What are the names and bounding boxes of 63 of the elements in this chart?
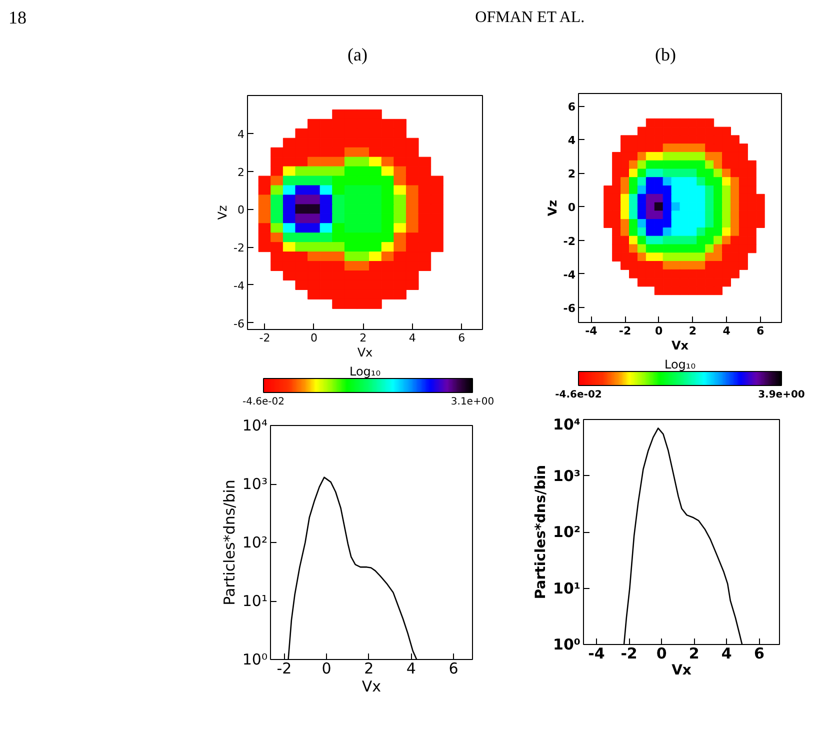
y-tick-label: 10³ (553, 466, 581, 485)
x-tick-label: 2 (688, 324, 697, 338)
y-tick-label: 4 (568, 134, 576, 148)
text: OFMAN ET AL. (475, 9, 585, 26)
y-tick-label: -2 (234, 242, 244, 255)
x-tick-label: -4 (585, 324, 598, 338)
x-tick-label: 6 (754, 644, 764, 662)
y-tick-label: -2 (563, 234, 576, 248)
x-tick-label: 2 (364, 660, 374, 678)
x-tick-label: 0 (322, 660, 332, 678)
color-bar-label: -4.6e-02 (242, 396, 284, 408)
x-axis-title: Vx (362, 678, 382, 696)
y-axis-title: Particles*dns/bin (533, 464, 550, 600)
color-bar-title: Log₁₀ (349, 364, 381, 378)
x-tick-label: 2 (360, 332, 367, 344)
y-tick-label: 0 (238, 204, 244, 217)
x-tick-label: 0 (310, 332, 318, 344)
y-tick-label: 10⁴ (242, 416, 268, 434)
y-tick-label: -6 (234, 317, 244, 330)
x-tick-label: 4 (721, 644, 732, 662)
x-tick-label: 6 (448, 660, 458, 678)
x-axis-title: Vx (672, 662, 692, 678)
color-bar-label: 3.1e+00 (450, 396, 494, 408)
text: 18 (8, 8, 26, 28)
y-axis-title: Vz (216, 205, 230, 220)
y-tick-label: -6 (563, 302, 576, 315)
y-tick-label: 10² (553, 523, 581, 541)
y-tick-label: -4 (234, 279, 244, 292)
x-tick-label: -4 (588, 644, 605, 662)
x-tick-label: 6 (756, 324, 765, 338)
y-tick-label: 4 (238, 128, 244, 141)
x-tick-label: 4 (406, 660, 416, 678)
y-tick-label: 10² (242, 534, 268, 552)
x-tick-label: -2 (276, 660, 292, 678)
color-bar-title: Log₁₀ (664, 358, 696, 372)
x-axis-title: Vx (671, 338, 689, 352)
y-tick-label: 0 (568, 201, 576, 214)
x-tick-label: 2 (688, 644, 700, 662)
y-tick-label: 6 (568, 100, 576, 114)
x-tick-label: 0 (655, 324, 664, 338)
color-bar-label: -4.6e-02 (555, 390, 602, 400)
chart-title: (b) (655, 44, 676, 64)
x-tick-label: -2 (620, 644, 638, 662)
x-tick-label: 4 (408, 332, 416, 344)
y-tick-label: 10⁴ (553, 416, 581, 434)
y-tick-label: 10⁰ (553, 636, 581, 654)
y-tick-label: 2 (238, 166, 244, 179)
y-tick-label: 10¹ (242, 592, 268, 610)
color-bar-label: 3.9e+00 (758, 390, 805, 400)
y-tick-label: 10⁰ (242, 650, 268, 668)
y-tick-label: 2 (568, 168, 576, 181)
x-tick-label: -2 (618, 324, 632, 338)
x-tick-label: 4 (722, 324, 731, 338)
y-tick-label: -4 (563, 268, 576, 282)
x-axis-title: Vx (357, 346, 373, 360)
line-series (623, 428, 743, 644)
y-tick-label: 10³ (242, 475, 268, 493)
x-tick-label: 0 (656, 644, 667, 662)
x-tick-label: 6 (458, 332, 466, 344)
y-tick-label: 10¹ (553, 579, 581, 598)
y-axis-title: Particles*dns/bin (220, 480, 238, 606)
y-axis-title: Vz (545, 200, 560, 216)
chart-title: (a) (348, 44, 368, 64)
